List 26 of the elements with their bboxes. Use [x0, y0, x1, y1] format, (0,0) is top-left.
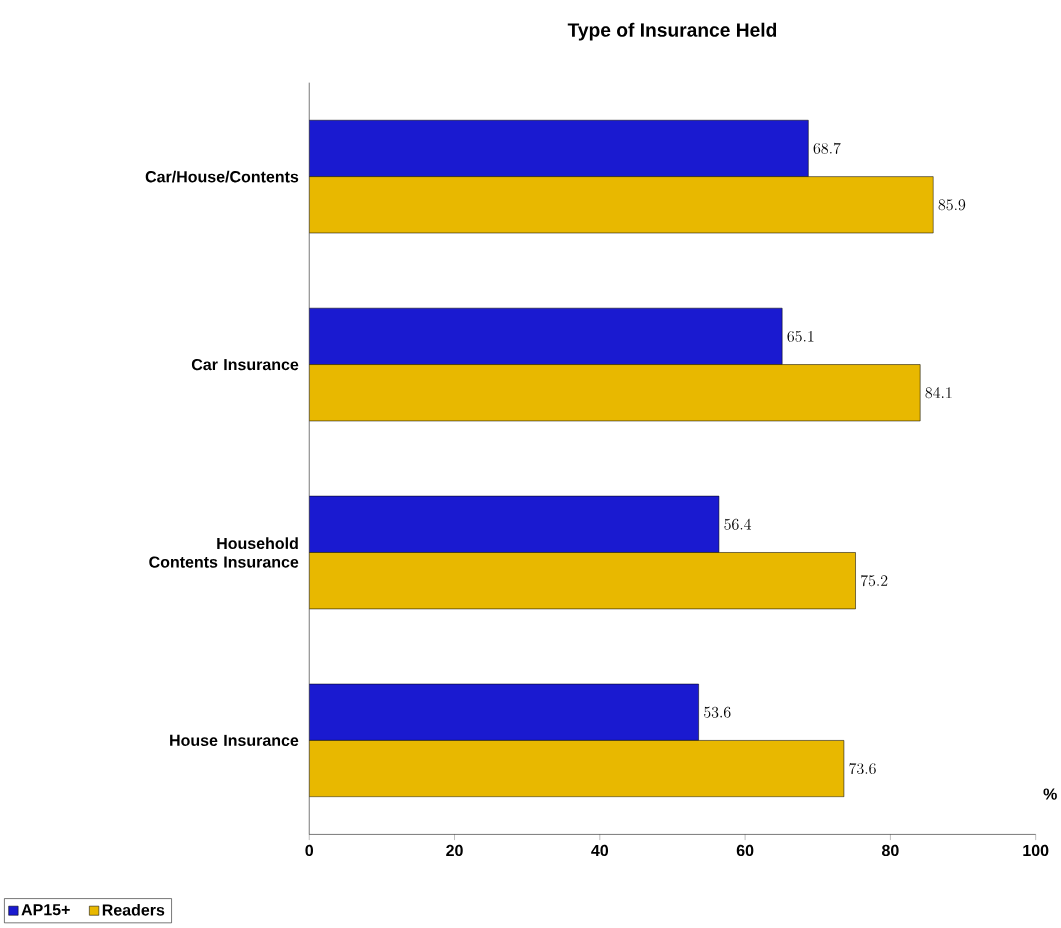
x-tick-label: 60 — [736, 844, 754, 857]
bar — [309, 176, 934, 234]
data-label: 65. 1 — [787, 331, 814, 342]
data-label: 73.6 — [849, 763, 876, 775]
data-label: 84. 1 — [925, 387, 952, 399]
legend-label: Readers — [102, 904, 165, 916]
x-tick-label: 80 — [882, 844, 899, 857]
data-label: 53.6 — [704, 706, 731, 718]
data-label: 85.9 — [938, 199, 966, 211]
data-label: 68.7 — [813, 142, 841, 155]
x-tick-label: 40 — [591, 844, 609, 857]
legend-label: AP15+ — [21, 904, 70, 916]
data-label: 56.4 — [724, 518, 752, 530]
x-tick-label: 0 — [305, 844, 314, 857]
y-tick-label: Household Contents Insurance — [149, 537, 299, 568]
x-tick-label: 100 — [1023, 844, 1049, 857]
bar — [309, 364, 921, 422]
y-tick-label: Car/House/Contents — [145, 170, 299, 183]
bar — [309, 740, 845, 798]
y-tick-label: House Insurance — [170, 735, 299, 747]
bar — [309, 552, 856, 610]
x-axis-title: % — [1043, 788, 1057, 800]
y-tick-label: Car Insurance — [191, 359, 299, 371]
data-label: 75.2 — [861, 575, 888, 587]
chart-title: Type of Insurance Held — [567, 22, 777, 41]
x-tick-label: 20 — [446, 844, 463, 857]
